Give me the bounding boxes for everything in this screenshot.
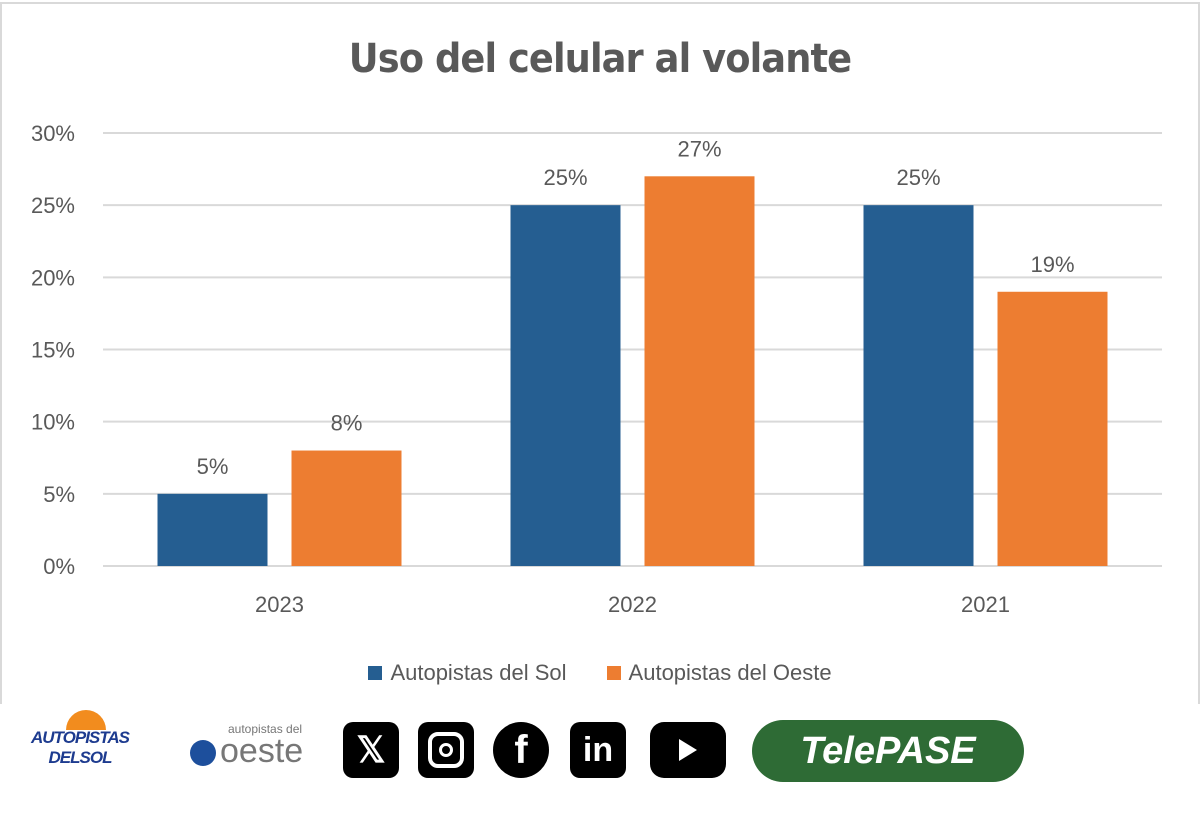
- x-tick-label: 2021: [961, 592, 1010, 617]
- youtube-icon[interactable]: [650, 722, 726, 778]
- y-tick-label: 0%: [43, 554, 75, 579]
- legend-item-oeste: Autopistas del Oeste: [606, 660, 832, 686]
- data-label: 25%: [543, 165, 587, 190]
- data-label: 5%: [197, 454, 229, 479]
- bar-chart: 0% 5% 10% 15% 20% 25% 30% 2023 5% 8% 2022 25% 27% 202…: [31, 121, 1162, 617]
- data-label: 8%: [331, 411, 363, 436]
- x-tick-label: 2023: [255, 592, 304, 617]
- telepase-logo: TelePASE: [752, 720, 1024, 782]
- legend-label: Autopistas del Sol: [390, 660, 567, 685]
- bar: [510, 205, 621, 566]
- facebook-icon[interactable]: f: [493, 722, 549, 778]
- bar: [997, 291, 1108, 566]
- y-tick-label: 30%: [31, 121, 75, 146]
- linkedin-icon[interactable]: in: [570, 722, 626, 778]
- data-label: 27%: [677, 136, 721, 161]
- legend-label: Autopistas del Oeste: [628, 660, 832, 685]
- x-tick-label: 2022: [608, 592, 657, 617]
- bar: [644, 176, 755, 567]
- y-tick-label: 25%: [31, 193, 75, 218]
- x-icon[interactable]: 𝕏: [343, 722, 399, 778]
- bar: [291, 450, 402, 566]
- instagram-icon[interactable]: [418, 722, 474, 778]
- y-tick-label: 20%: [31, 265, 75, 290]
- legend-item-sol: Autopistas del Sol: [368, 660, 567, 686]
- y-tick-label: 10%: [31, 410, 75, 435]
- legend-swatch: [606, 666, 621, 680]
- autopistas-del-sol-logo: AUTOPISTAS DELSOL: [20, 710, 140, 776]
- data-label: 19%: [1030, 252, 1074, 277]
- bar: [863, 205, 974, 566]
- data-label: 25%: [896, 165, 940, 190]
- bar: [157, 493, 268, 566]
- legend: Autopistas del Sol Autopistas del Oeste: [0, 660, 1200, 686]
- y-tick-label: 5%: [43, 482, 75, 507]
- autopistas-del-oeste-logo: autopistas del oeste: [186, 722, 326, 772]
- legend-swatch: [368, 666, 383, 680]
- chart-title: Uso del celular al volante: [348, 36, 852, 82]
- y-tick-label: 15%: [31, 338, 75, 363]
